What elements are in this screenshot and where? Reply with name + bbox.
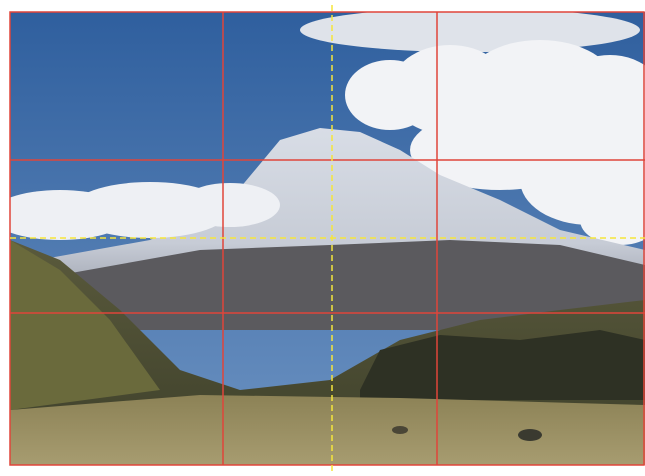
hill-left xyxy=(10,240,160,410)
clouds-upper xyxy=(300,12,645,245)
rock xyxy=(392,426,408,434)
center-lines xyxy=(10,5,645,471)
mountain-base xyxy=(60,240,645,330)
clouds-lower xyxy=(10,182,280,240)
hill-shadow xyxy=(360,330,645,400)
rock xyxy=(518,429,542,441)
photo xyxy=(10,12,645,465)
field xyxy=(10,395,645,465)
